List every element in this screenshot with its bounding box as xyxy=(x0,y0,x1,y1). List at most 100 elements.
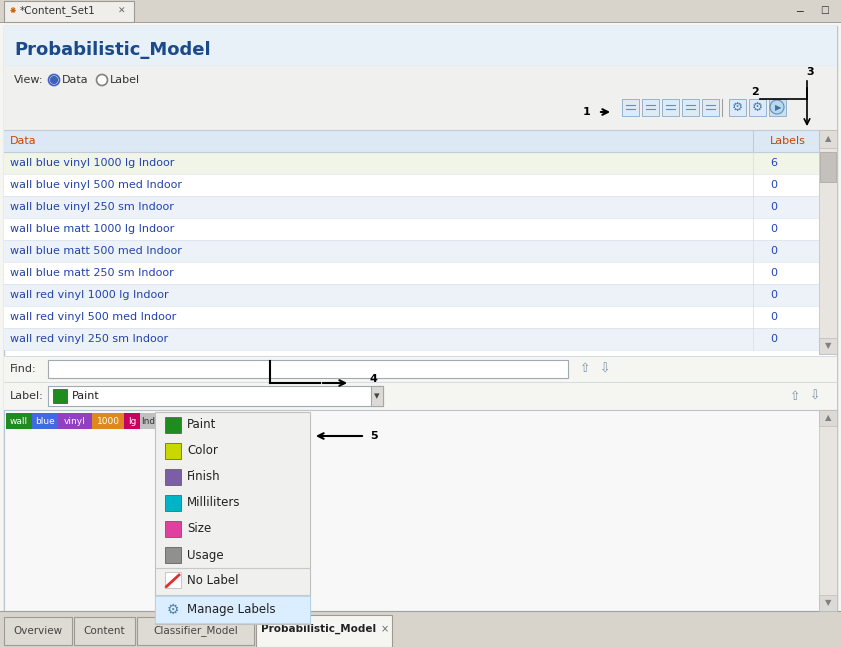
Text: ⚙: ⚙ xyxy=(732,100,743,113)
Text: 4: 4 xyxy=(370,374,378,384)
Text: Label: Label xyxy=(110,75,140,85)
Text: wall blue vinyl 1000 lg Indoor: wall blue vinyl 1000 lg Indoor xyxy=(10,158,174,168)
Circle shape xyxy=(770,100,784,114)
Text: Label:: Label: xyxy=(10,391,44,401)
Text: blue: blue xyxy=(35,417,55,426)
Text: ⇧: ⇧ xyxy=(579,362,590,375)
Bar xyxy=(165,572,181,588)
Bar xyxy=(165,547,181,563)
Text: wall red vinyl 500 med Indoor: wall red vinyl 500 med Indoor xyxy=(10,312,177,322)
Bar xyxy=(4,26,837,66)
Text: 0: 0 xyxy=(770,202,777,212)
Bar xyxy=(140,413,164,429)
Text: 5: 5 xyxy=(370,431,378,441)
Text: *Content_Set1: *Content_Set1 xyxy=(20,6,96,16)
Text: ☐: ☐ xyxy=(821,6,829,16)
Text: Usage: Usage xyxy=(187,549,224,562)
Bar xyxy=(4,356,837,382)
Text: ⇧: ⇧ xyxy=(790,389,801,402)
Text: ▶: ▶ xyxy=(775,104,781,113)
Bar xyxy=(4,66,837,94)
Bar xyxy=(0,0,841,22)
Bar xyxy=(165,443,181,459)
Text: Probabilistic_Model: Probabilistic_Model xyxy=(261,624,376,634)
Text: 3: 3 xyxy=(806,67,813,77)
Bar xyxy=(155,412,310,624)
Text: 0: 0 xyxy=(770,180,777,190)
Text: Labels: Labels xyxy=(770,136,806,146)
Bar xyxy=(4,306,819,328)
Bar xyxy=(682,99,699,116)
Text: Finish: Finish xyxy=(187,470,220,483)
Bar xyxy=(820,152,836,182)
Text: wall blue matt 250 sm Indoor: wall blue matt 250 sm Indoor xyxy=(10,268,174,278)
Text: 0: 0 xyxy=(770,334,777,344)
Text: ×: × xyxy=(381,624,389,634)
Text: vinyl: vinyl xyxy=(64,417,86,426)
Bar xyxy=(4,152,819,174)
Text: Probabilistic_Model: Probabilistic_Model xyxy=(14,41,210,59)
Text: ▼: ▼ xyxy=(825,342,831,351)
Bar xyxy=(0,611,841,647)
Text: 1: 1 xyxy=(583,107,590,117)
Text: wall blue vinyl 250 sm Indoor: wall blue vinyl 250 sm Indoor xyxy=(10,202,174,212)
Text: ⁕: ⁕ xyxy=(9,6,17,16)
Bar xyxy=(165,521,181,537)
Text: Paint: Paint xyxy=(187,419,216,432)
Bar xyxy=(4,284,819,306)
Text: ⚙: ⚙ xyxy=(167,603,179,617)
Text: 1000: 1000 xyxy=(97,417,119,426)
Text: Ind: Ind xyxy=(141,417,155,426)
Bar xyxy=(622,99,639,116)
Bar xyxy=(165,417,181,433)
Bar xyxy=(0,22,841,23)
Text: ─: ─ xyxy=(796,6,803,16)
Bar xyxy=(165,495,181,511)
Circle shape xyxy=(50,76,57,83)
Text: ▲: ▲ xyxy=(825,135,831,144)
Text: 2: 2 xyxy=(751,87,759,97)
Text: 0: 0 xyxy=(770,268,777,278)
Bar xyxy=(4,218,819,240)
Text: Paint: Paint xyxy=(72,391,100,401)
Bar xyxy=(642,99,659,116)
Text: lg: lg xyxy=(128,417,136,426)
Text: 0: 0 xyxy=(770,224,777,234)
Text: Color: Color xyxy=(187,444,218,457)
Bar xyxy=(48,360,568,378)
Bar xyxy=(4,196,819,218)
Text: View:: View: xyxy=(14,75,44,85)
Bar xyxy=(6,413,32,429)
Bar xyxy=(53,389,67,403)
Bar xyxy=(4,262,819,284)
Bar xyxy=(371,386,383,406)
Text: wall: wall xyxy=(10,417,28,426)
Bar xyxy=(48,386,383,406)
Bar xyxy=(819,410,837,611)
Bar xyxy=(819,410,837,426)
Circle shape xyxy=(97,74,108,85)
Bar xyxy=(4,240,819,262)
Bar xyxy=(4,94,837,130)
Text: No Label: No Label xyxy=(187,575,239,587)
Bar xyxy=(819,130,837,148)
Bar xyxy=(749,99,766,116)
Text: Manage Labels: Manage Labels xyxy=(187,604,276,617)
Bar xyxy=(4,382,837,410)
Text: 0: 0 xyxy=(770,290,777,300)
Bar xyxy=(729,99,746,116)
Text: ▾: ▾ xyxy=(374,391,380,401)
Bar xyxy=(165,469,181,485)
Bar xyxy=(4,410,837,611)
Bar xyxy=(155,596,310,623)
Text: wall red vinyl 1000 lg Indoor: wall red vinyl 1000 lg Indoor xyxy=(10,290,169,300)
Text: 6: 6 xyxy=(770,158,777,168)
Text: ⇩: ⇩ xyxy=(810,389,820,402)
Text: ✕: ✕ xyxy=(119,6,126,16)
Bar xyxy=(662,99,679,116)
Text: 0: 0 xyxy=(770,312,777,322)
Text: 0: 0 xyxy=(770,246,777,256)
Bar xyxy=(74,617,135,645)
Text: ▼: ▼ xyxy=(825,598,831,608)
Text: Size: Size xyxy=(187,523,211,536)
